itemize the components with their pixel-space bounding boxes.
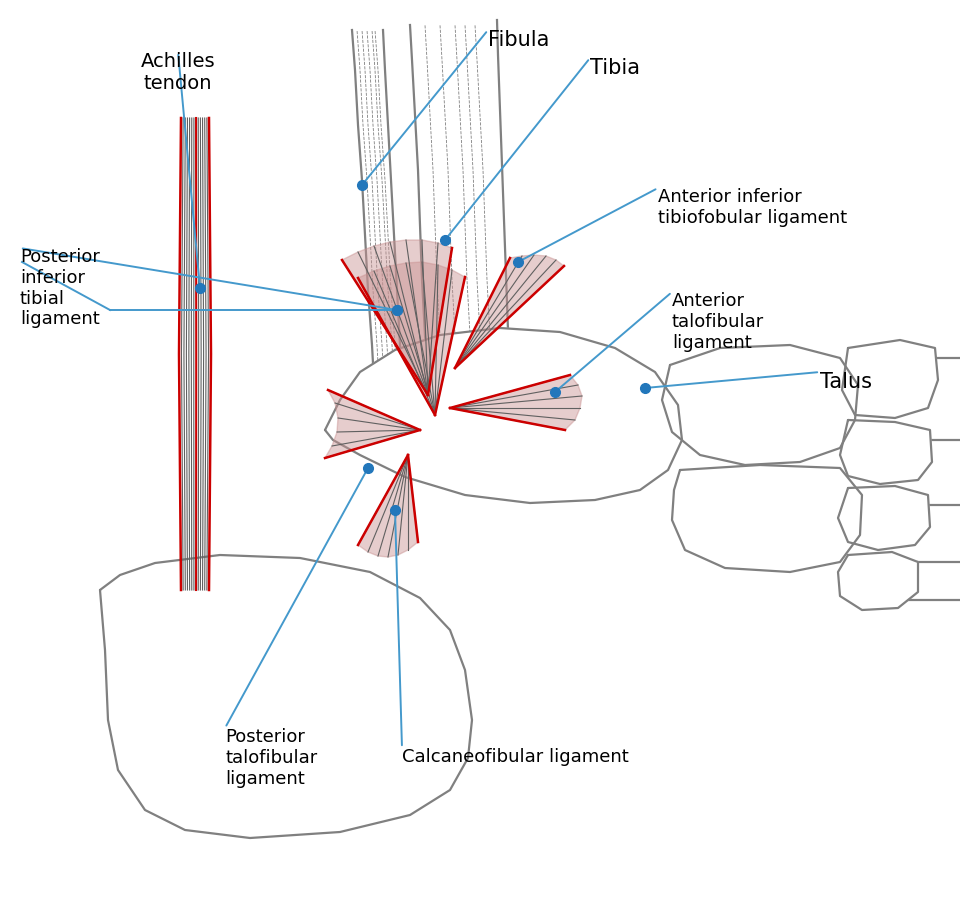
Text: Tibia: Tibia (590, 58, 640, 78)
Polygon shape (325, 328, 682, 503)
Polygon shape (325, 390, 420, 458)
Text: Posterior
talofibular
ligament: Posterior talofibular ligament (225, 728, 317, 787)
Text: Talus: Talus (820, 372, 872, 392)
Polygon shape (100, 555, 472, 838)
Polygon shape (842, 340, 938, 418)
Polygon shape (455, 255, 564, 368)
Text: Anterior inferior
tibiofobular ligament: Anterior inferior tibiofobular ligament (658, 188, 847, 227)
Text: Anterior
talofibular
ligament: Anterior talofibular ligament (672, 292, 764, 352)
Text: Calcaneofibular ligament: Calcaneofibular ligament (402, 748, 629, 766)
Polygon shape (358, 262, 465, 415)
Polygon shape (342, 240, 452, 395)
Text: Achilles
tendon: Achilles tendon (141, 52, 215, 93)
Polygon shape (662, 345, 858, 465)
Polygon shape (672, 465, 862, 572)
Text: Fibula: Fibula (488, 30, 549, 50)
Text: Posterior
inferior
tibial
ligament: Posterior inferior tibial ligament (20, 248, 100, 329)
Polygon shape (450, 375, 582, 430)
Polygon shape (838, 552, 918, 610)
Polygon shape (838, 486, 930, 550)
Polygon shape (840, 420, 932, 484)
Polygon shape (358, 455, 418, 557)
